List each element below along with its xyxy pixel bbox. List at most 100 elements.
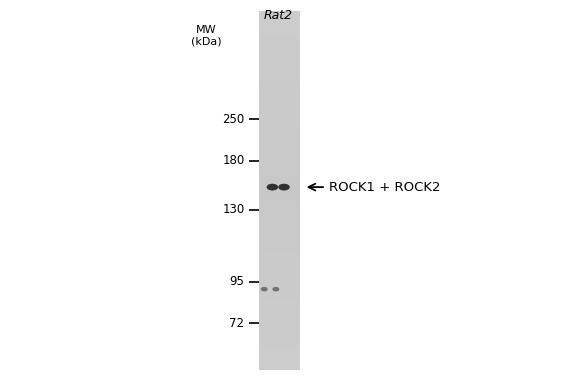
Bar xyxy=(259,12,300,14)
Bar xyxy=(259,162,300,163)
Bar xyxy=(259,285,300,287)
Bar xyxy=(259,271,300,272)
Bar xyxy=(259,40,300,41)
Bar xyxy=(259,237,300,239)
Bar xyxy=(259,346,300,348)
Bar xyxy=(259,55,300,57)
Bar xyxy=(259,215,300,217)
Bar xyxy=(259,284,300,285)
Bar xyxy=(259,209,300,210)
Bar xyxy=(259,52,300,53)
Bar xyxy=(259,198,300,199)
Bar xyxy=(259,252,300,253)
Bar xyxy=(259,89,300,90)
Bar xyxy=(259,28,300,29)
Bar xyxy=(259,341,300,343)
Text: 130: 130 xyxy=(222,203,244,216)
Bar xyxy=(259,320,300,321)
Bar xyxy=(259,265,300,266)
Text: ROCK1 + ROCK2: ROCK1 + ROCK2 xyxy=(329,181,441,194)
Bar xyxy=(259,336,300,338)
Bar xyxy=(259,81,300,82)
Bar xyxy=(259,147,300,149)
Bar xyxy=(259,50,300,52)
Bar xyxy=(259,163,300,164)
Bar xyxy=(259,17,300,19)
Bar xyxy=(259,368,300,369)
Bar xyxy=(259,184,300,186)
Bar xyxy=(259,155,300,156)
Bar xyxy=(259,160,300,161)
Bar xyxy=(259,166,300,167)
Bar xyxy=(259,145,300,147)
Bar xyxy=(259,91,300,93)
Bar xyxy=(259,161,300,162)
Bar xyxy=(259,127,300,129)
Bar xyxy=(259,53,300,54)
Bar xyxy=(259,170,300,172)
Bar xyxy=(259,273,300,275)
Bar xyxy=(259,102,300,104)
Bar xyxy=(259,279,300,280)
Bar xyxy=(259,259,300,260)
Ellipse shape xyxy=(272,287,279,291)
Bar xyxy=(259,178,300,180)
Bar xyxy=(259,71,300,73)
Bar xyxy=(259,59,300,60)
Bar xyxy=(259,234,300,235)
Bar xyxy=(259,175,300,177)
Bar xyxy=(259,228,300,229)
Bar xyxy=(259,120,300,121)
Bar xyxy=(259,31,300,33)
Bar xyxy=(259,88,300,89)
Bar xyxy=(259,344,300,345)
Bar xyxy=(259,324,300,325)
Bar xyxy=(259,99,300,101)
Bar xyxy=(259,128,300,130)
Bar xyxy=(259,173,300,174)
Bar xyxy=(259,342,300,344)
Bar xyxy=(259,74,300,76)
Bar xyxy=(259,330,300,332)
Bar xyxy=(259,19,300,21)
Bar xyxy=(259,177,300,179)
Bar xyxy=(259,73,300,75)
Bar xyxy=(259,126,300,127)
Bar xyxy=(259,16,300,17)
Bar xyxy=(259,68,300,70)
Bar xyxy=(259,110,300,112)
Bar xyxy=(259,107,300,108)
Bar xyxy=(259,213,300,215)
Bar xyxy=(259,214,300,216)
Bar xyxy=(259,90,300,91)
Bar xyxy=(259,193,300,194)
Bar xyxy=(259,201,300,203)
Bar xyxy=(259,242,300,243)
Bar xyxy=(259,219,300,221)
Bar xyxy=(259,26,300,28)
Bar xyxy=(259,231,300,233)
Bar xyxy=(259,182,300,184)
Bar xyxy=(259,33,300,34)
Bar xyxy=(259,24,300,26)
Bar xyxy=(259,357,300,358)
Bar xyxy=(259,200,300,202)
Bar xyxy=(259,334,300,336)
Bar xyxy=(259,232,300,234)
Bar xyxy=(259,223,300,225)
Bar xyxy=(259,299,300,301)
Text: 95: 95 xyxy=(229,275,244,288)
Bar xyxy=(259,114,300,116)
Bar xyxy=(259,311,300,313)
Bar xyxy=(259,293,300,295)
Ellipse shape xyxy=(267,184,278,191)
Bar xyxy=(259,83,300,84)
Bar xyxy=(259,314,300,315)
Bar xyxy=(259,229,300,230)
Bar xyxy=(259,143,300,144)
Bar xyxy=(259,94,300,95)
Bar xyxy=(259,164,300,166)
Bar xyxy=(259,121,300,122)
Bar xyxy=(259,362,300,363)
Bar xyxy=(259,20,300,22)
